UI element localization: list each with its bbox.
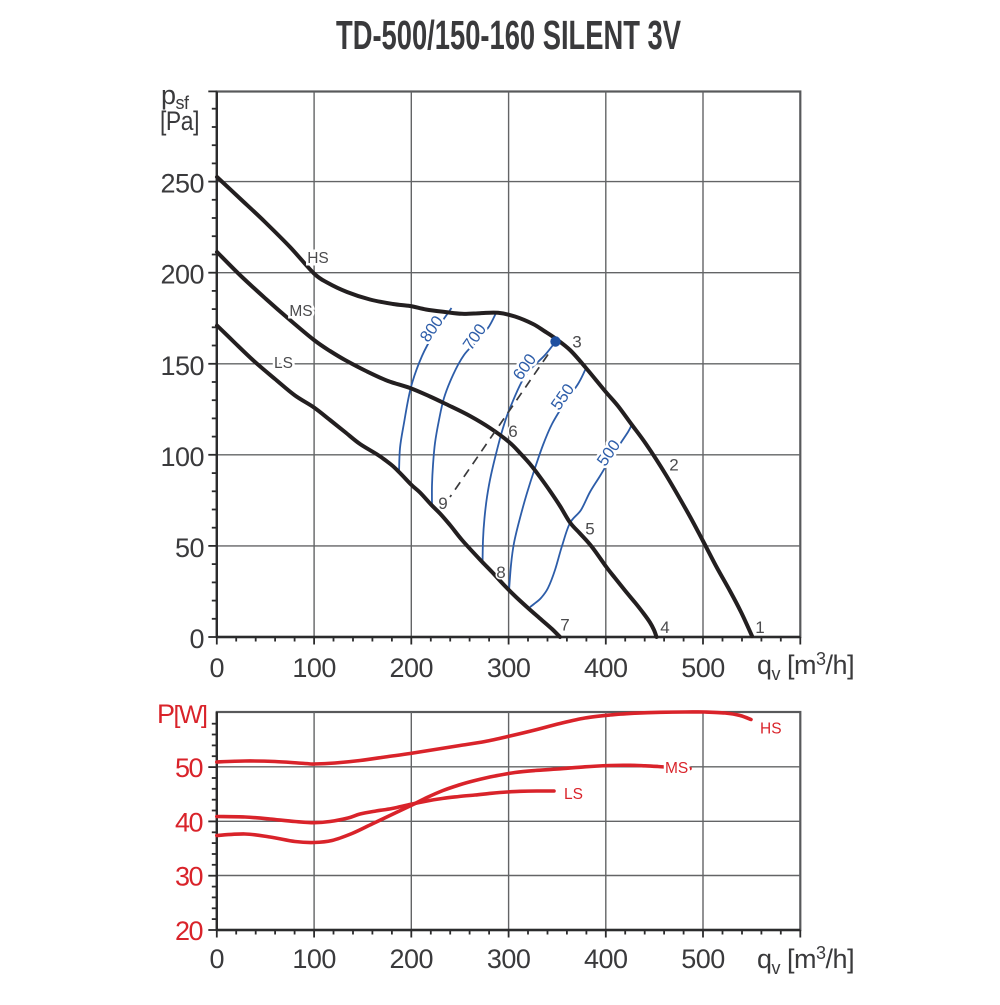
svg-text:50: 50 [175,753,203,783]
svg-text:HS: HS [307,250,329,267]
svg-text:100: 100 [292,653,336,683]
svg-text:400: 400 [584,944,628,974]
svg-text:20: 20 [175,916,203,946]
svg-text:0: 0 [189,624,204,654]
svg-text:200: 200 [390,944,434,974]
svg-text:200: 200 [160,260,204,290]
svg-text:300: 300 [487,944,531,974]
svg-text:TD-500/150-160 SILENT 3V: TD-500/150-160 SILENT 3V [336,12,681,58]
svg-text:500: 500 [681,944,725,974]
svg-text:qv [m3/h]: qv [m3/h] [757,649,854,684]
svg-text:200: 200 [390,653,434,683]
svg-text:LS: LS [274,355,293,372]
svg-text:0: 0 [210,944,225,974]
svg-text:9: 9 [438,494,447,513]
svg-text:6: 6 [508,422,517,441]
svg-text:3: 3 [572,333,581,352]
svg-text:50: 50 [175,533,204,563]
svg-text:100: 100 [292,944,336,974]
svg-text:8: 8 [496,563,505,582]
svg-text:MS: MS [665,760,688,777]
svg-text:HS: HS [760,721,782,738]
svg-text:30: 30 [175,862,203,892]
svg-text:0: 0 [210,653,225,683]
svg-text:LS: LS [564,786,583,803]
svg-text:250: 250 [160,169,204,199]
svg-text:P[W]: P[W] [157,699,207,729]
svg-text:150: 150 [160,351,204,381]
svg-text:MS: MS [289,303,312,320]
svg-text:5: 5 [585,520,594,539]
svg-text:500: 500 [681,653,725,683]
svg-text:[Pa]: [Pa] [160,106,199,136]
svg-text:400: 400 [584,653,628,683]
svg-text:7: 7 [560,616,569,635]
svg-text:2: 2 [669,456,678,475]
svg-text:1: 1 [755,618,764,637]
svg-text:qv [m3/h]: qv [m3/h] [757,943,854,978]
svg-text:300: 300 [487,653,531,683]
svg-text:4: 4 [660,618,669,637]
svg-text:100: 100 [160,442,204,472]
svg-text:40: 40 [175,807,203,837]
